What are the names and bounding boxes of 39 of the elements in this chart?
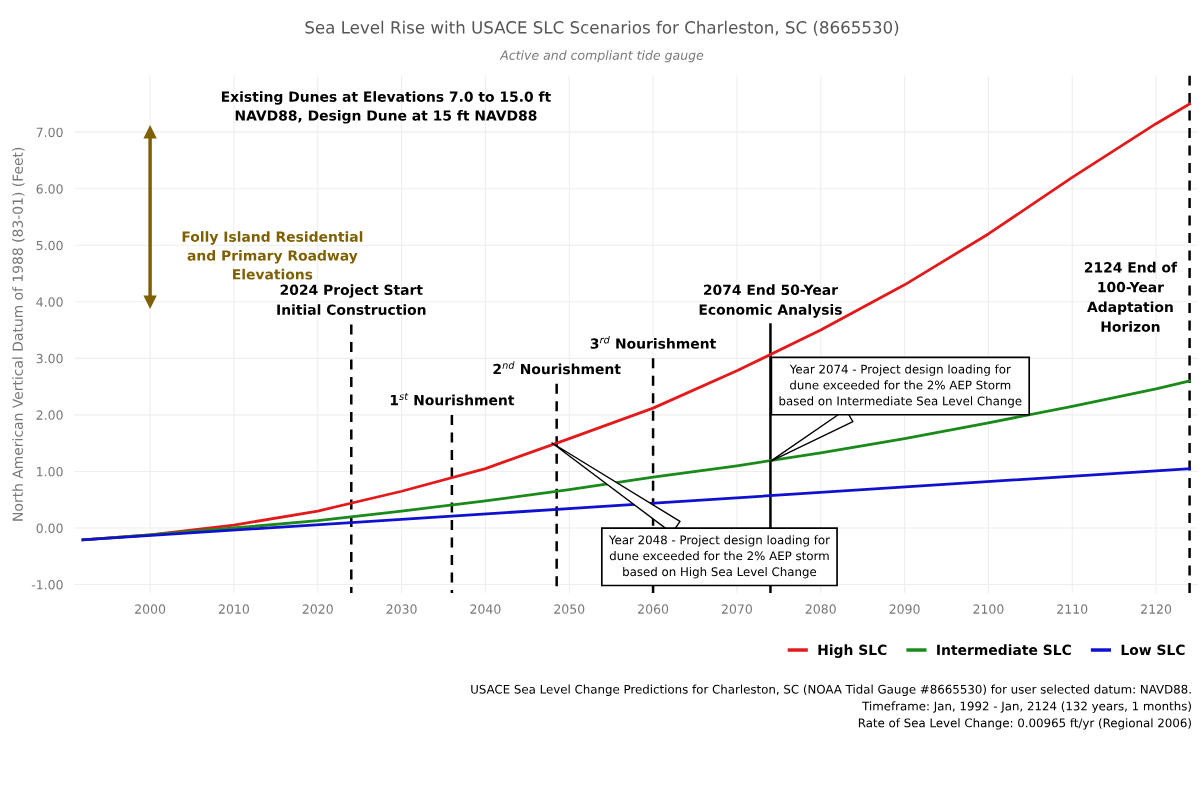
annotation: 2074 End 50-Year Economic Analysis — [699, 284, 842, 318]
y-tick-label: 2.00 — [36, 410, 63, 420]
annotation: Year 2074 - Project design loading for dune exceeded for the 2% AEP Storm based on Intermediate Sea Level Change — [779, 364, 1022, 408]
annotation: 1$^{st}$ Nourishment — [390, 393, 515, 406]
y-tick-label: 5.00 — [36, 240, 63, 251]
annotation: 2$^{nd}$ Nourishment — [493, 361, 621, 375]
text: USACE Sea Level Change Predictions for Charleston, SC (NOAA Tidal Gauge #8665530) for user selected datum: NAVD88. Timeframe: Jan, 1992 - Jan, 2124 (132 years, 1 months) Rate of Sea Level Change: 0.00965 ft/yr (Regional 2006) — [471, 684, 1191, 730]
legend-label: Intermediate SLC — [937, 644, 1071, 656]
annotation: Folly Island Residential and Primary Roadway Elevations — [182, 231, 363, 280]
legend-label: Low SLC — [1121, 644, 1185, 656]
x-tick-label: 2000 — [135, 604, 166, 614]
x-tick-label: 2120 — [1141, 604, 1172, 614]
x-tick-label: 2020 — [302, 604, 333, 614]
x-tick-label: 2030 — [386, 604, 417, 614]
annotation: 3$^{rd}$ Nourishment — [590, 335, 716, 349]
x-tick-label: 2070 — [721, 604, 752, 614]
y-tick-label: 6.00 — [36, 184, 63, 194]
y-axis-title: North American Vertical Datum of 1988 (83-01) (Feet) — [12, 147, 25, 521]
x-tick-label: 2010 — [218, 604, 249, 614]
x-tick-label: 2090 — [889, 604, 920, 614]
x-tick-label: 2060 — [638, 604, 669, 614]
x-tick-label: 2100 — [973, 604, 1004, 614]
y-tick-label: -1.00 — [31, 580, 63, 590]
annotation: Existing Dunes at Elevations 7.0 to 15.0 ft NAVD88, Design Dune at 15 ft NAVD88 — [221, 91, 551, 124]
y-tick-label: 1.00 — [37, 466, 63, 477]
annotation: 2124 End of 100-Year Adaptation Horizon — [1084, 261, 1178, 332]
x-tick-label: 2080 — [805, 604, 836, 614]
y-tick-label: 7.00 — [36, 127, 63, 138]
chart-subtitle: Active and compliant tide gauge — [499, 50, 704, 63]
x-tick-label: 2040 — [470, 604, 501, 614]
y-tick-label: 0.00 — [36, 523, 63, 533]
legend-label: High SLC — [818, 644, 887, 658]
chart-title: Sea Level Rise with USACE SLC Scenarios for Charleston, SC (8665530) — [305, 20, 899, 36]
annotation: 2024 Project Start Initial Construction — [277, 284, 426, 315]
y-tick-label: 3.00 — [36, 353, 63, 364]
x-tick-label: 2110 — [1057, 604, 1088, 614]
y-tick-label: 4.00 — [36, 297, 63, 307]
x-tick-label: 2050 — [554, 604, 585, 614]
annotation: Year 2048 - Project design loading for dune exceeded for the 2% AEP storm based on High Sea Level Change — [608, 535, 830, 579]
